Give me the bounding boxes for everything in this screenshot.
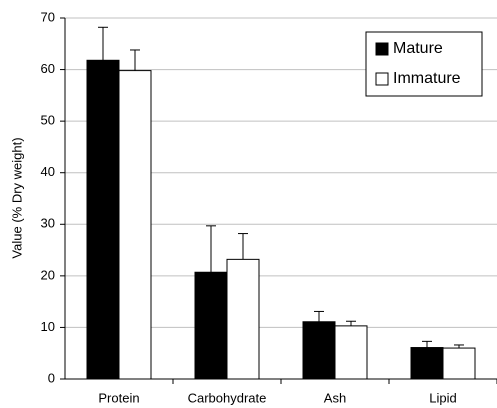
legend-swatch <box>375 72 389 86</box>
legend-label: Mature <box>393 40 443 57</box>
y-tick-label: 30 <box>41 216 55 231</box>
bar <box>302 321 336 380</box>
y-tick-label: 10 <box>41 319 55 334</box>
x-tick-label: Protein <box>98 390 139 405</box>
y-tick-label: 70 <box>41 9 55 24</box>
y-tick-label: 40 <box>41 164 55 179</box>
x-tick-label: Ash <box>324 390 346 405</box>
bar <box>442 347 476 380</box>
bar <box>118 70 152 380</box>
bar <box>226 258 260 380</box>
bar <box>334 325 368 380</box>
y-axis-label: Value (% Dry weight) <box>9 137 24 258</box>
bar <box>410 347 444 380</box>
y-tick-label: 0 <box>48 370 55 385</box>
legend-label: Immature <box>393 70 461 87</box>
bar <box>194 271 228 380</box>
x-tick-label: Carbohydrate <box>188 390 267 405</box>
y-tick-label: 50 <box>41 113 55 128</box>
y-tick-label: 20 <box>41 267 55 282</box>
y-tick-label: 60 <box>41 61 55 76</box>
bar <box>86 59 120 380</box>
x-tick-label: Lipid <box>429 390 456 405</box>
legend-swatch <box>375 42 389 56</box>
